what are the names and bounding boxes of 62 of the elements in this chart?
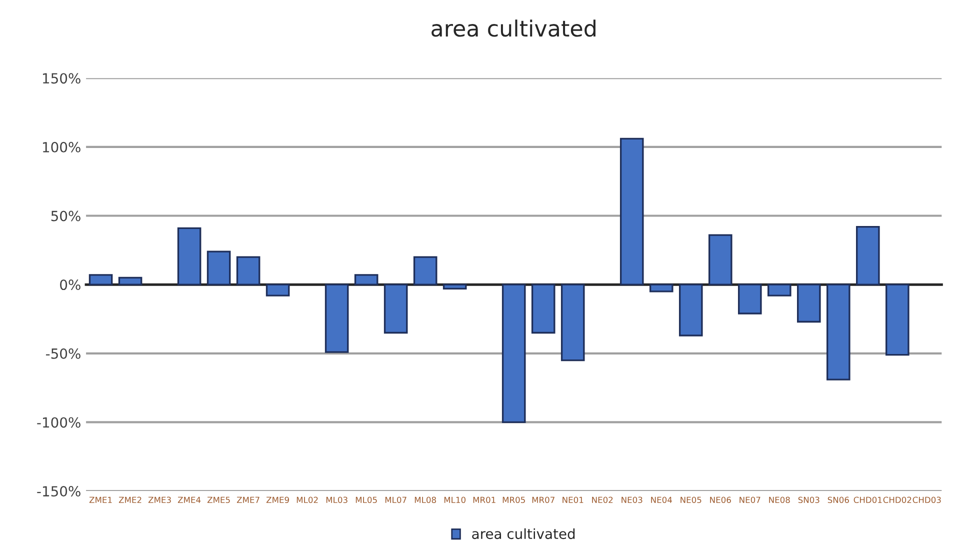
bar <box>767 284 792 296</box>
x-tick-label: MR07 <box>532 496 554 504</box>
x-tick-label: ZME1 <box>89 496 112 503</box>
x-tick-label: ML05 <box>356 496 377 504</box>
bar <box>649 284 674 292</box>
bar <box>88 274 113 286</box>
x-tick-label: ZME4 <box>178 496 201 503</box>
x-tick-label: ZME9 <box>266 496 289 504</box>
x-tick-label: CHD03 <box>912 496 941 504</box>
x-tick-label: ML02 <box>296 496 318 504</box>
x-tick-label: NE03 <box>622 496 642 504</box>
x-tick-label: ZME7 <box>236 496 260 503</box>
y-tick-label: 100% <box>42 142 80 152</box>
bar <box>354 274 378 286</box>
x-tick-label: ML03 <box>326 496 348 504</box>
y-tick-label: -150% <box>37 486 80 497</box>
chart-title: area cultivated <box>432 20 596 37</box>
bar <box>620 138 644 286</box>
bar <box>678 284 703 336</box>
bar <box>206 250 231 286</box>
bar <box>177 227 202 286</box>
x-tick-label: CHD01 <box>854 496 882 504</box>
bar <box>856 226 880 286</box>
bar <box>384 284 408 334</box>
bar <box>502 284 526 424</box>
x-tick-label: ML10 <box>444 496 466 504</box>
y-tick-label: 0% <box>60 280 80 290</box>
bar <box>560 284 585 362</box>
bar <box>413 256 438 286</box>
x-tick-label: NE07 <box>740 496 760 504</box>
x-tick-label: MR01 <box>473 496 496 504</box>
y-tick-label: -100% <box>37 417 80 428</box>
x-tick-label: NE06 <box>710 496 731 504</box>
x-tick-label: ZME2 <box>118 496 142 503</box>
x-tick-label: NE05 <box>680 496 702 504</box>
bar <box>266 284 290 296</box>
x-tick-label: SN03 <box>798 496 820 504</box>
bar <box>531 284 556 334</box>
bar <box>442 284 467 290</box>
x-tick-label: NE01 <box>562 496 584 504</box>
bar <box>708 234 732 286</box>
bar <box>118 276 142 286</box>
x-tick-label: ML08 <box>414 496 436 504</box>
x-tick-label: NE08 <box>769 496 790 504</box>
x-tick-label: NE02 <box>592 496 613 504</box>
y-tick-label: -50% <box>46 348 80 359</box>
bar <box>324 284 349 353</box>
bar <box>236 256 260 286</box>
x-tick-label: ZME5 <box>207 496 230 504</box>
x-tick-label: ZME3 <box>148 496 171 504</box>
bar <box>738 284 762 314</box>
x-tick-label: MR05 <box>502 496 525 504</box>
x-tick-label: NE04 <box>651 496 672 504</box>
y-tick-label: 150% <box>42 73 80 84</box>
x-tick-label: CHD02 <box>883 496 912 504</box>
bar <box>826 284 850 380</box>
bar <box>886 284 910 356</box>
y-tick-label: 50% <box>51 210 80 222</box>
x-tick-label: SN06 <box>828 496 849 504</box>
bar <box>796 284 821 323</box>
x-tick-label: ML07 <box>385 496 406 504</box>
legend-label: area cultivated <box>472 528 575 540</box>
